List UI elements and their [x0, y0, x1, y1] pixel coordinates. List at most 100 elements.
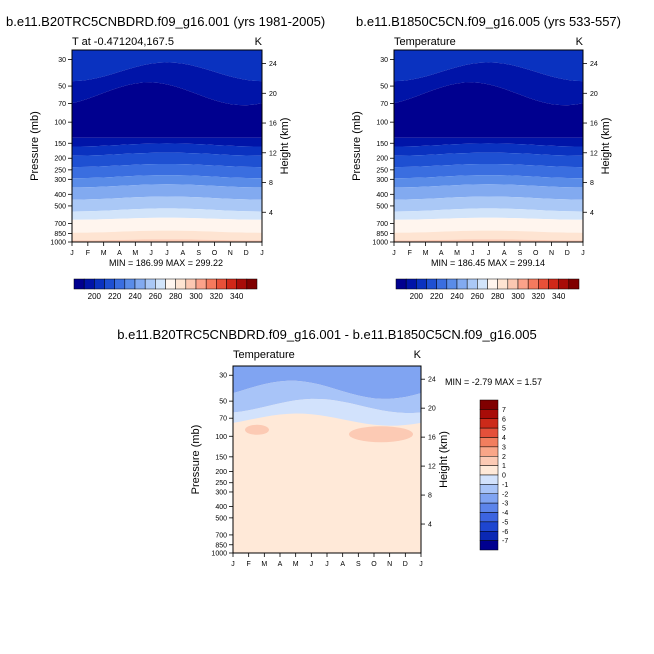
x-tick-label: M — [132, 250, 138, 257]
y-tick-label: 300 — [376, 177, 388, 184]
colorbar-swatch — [395, 278, 407, 290]
colorbar-swatch — [226, 278, 237, 290]
colorbar-label: 300 — [189, 292, 203, 301]
x-tick-label: F — [408, 250, 412, 257]
colorbar-label: 320 — [210, 292, 224, 301]
colorbar-swatch — [405, 278, 417, 290]
y-right-tick-label: 24 — [269, 61, 277, 68]
contour-band — [72, 175, 262, 188]
colorbar-swatch — [114, 278, 126, 290]
chart3-stats: MIN = -2.79 MAX = 1.57 — [445, 377, 542, 387]
x-tick-label: J — [581, 250, 585, 257]
chart3-axes: 30 50 70 100 150 200 250 300 400 500 700 850 1000 4 8 1… — [190, 373, 450, 568]
chart2-units: K — [576, 36, 584, 48]
colorbar-swatch — [479, 465, 499, 476]
contour-band — [394, 239, 583, 242]
y-right-tick-label: 20 — [269, 91, 277, 98]
x-tick-label: J — [260, 250, 264, 257]
contour-band — [72, 239, 262, 242]
y-tick-label: 500 — [54, 203, 66, 210]
y-tick-label: 100 — [376, 120, 388, 127]
colorbar-label: -1 — [502, 482, 508, 489]
colorbar-swatch — [558, 278, 570, 290]
x-tick-label: F — [86, 250, 90, 257]
chart1-subtitle: T at -0.471204,167.5 — [72, 36, 174, 48]
x-tick-label: A — [180, 250, 185, 257]
contour-band — [394, 163, 583, 179]
x-tick-label: J — [392, 250, 396, 257]
y-tick-label: 50 — [219, 399, 227, 406]
x-tick-label: M — [261, 561, 267, 568]
colorbar-label: 220 — [108, 292, 122, 301]
y-right-tick-label: 4 — [269, 210, 273, 217]
x-tick-label: D — [244, 250, 249, 257]
contour-band — [72, 137, 262, 147]
colorbar-label: 240 — [450, 292, 464, 301]
colorbar-swatch — [144, 278, 156, 290]
colorbar-swatch — [94, 278, 105, 290]
chart2-axes: 30 50 70 100 150 200 250 300 400 500 700 850 1000 4 8 1… — [351, 57, 612, 257]
colorbar-label: -5 — [502, 519, 508, 526]
colorbar-swatch — [479, 512, 499, 523]
colorbar-swatch — [416, 278, 427, 290]
chart1-plot — [71, 49, 263, 243]
y-right-tick-label: 4 — [428, 522, 432, 529]
contour-band — [394, 175, 583, 188]
colorbar-swatch — [479, 409, 499, 419]
warm-anomaly — [349, 426, 413, 443]
y-axis-right-label: Height (km) — [438, 431, 450, 488]
chart2-stats: MIN = 186.45 MAX = 299.14 — [431, 258, 545, 268]
colorbar-swatch — [134, 278, 146, 290]
x-tick-label: M — [293, 561, 299, 568]
colorbar-label: 280 — [169, 292, 183, 301]
y-tick-label: 400 — [54, 192, 66, 199]
y-tick-label: 200 — [215, 469, 227, 476]
x-tick-label: A — [502, 250, 507, 257]
chart1-axes: 30 50 70 100 150 200 250 300 400 500 700 850 1000 4 8 1… — [29, 57, 291, 257]
y-axis-label: Pressure (mb) — [29, 111, 41, 181]
colorbar-swatch — [466, 278, 478, 290]
colorbar-label: 240 — [128, 292, 142, 301]
contour-band — [394, 208, 583, 220]
colorbar-swatch — [479, 502, 499, 513]
colorbar-swatch — [216, 278, 227, 290]
contour-band — [394, 196, 583, 212]
colorbar-swatch — [479, 521, 499, 532]
colorbar-swatch — [185, 278, 197, 290]
warm-anomaly — [245, 424, 269, 435]
contour-band — [72, 62, 262, 106]
colorbar-label: 1 — [502, 463, 506, 470]
x-tick-label: J — [231, 561, 235, 568]
y-right-tick-label: 16 — [590, 121, 598, 128]
x-tick-label: O — [371, 561, 377, 568]
colorbar-label: 280 — [491, 292, 505, 301]
chart1-colorbar: 200 220 240 260 280 300 320 340 — [73, 278, 258, 301]
contour-band — [72, 163, 262, 179]
contour-band — [72, 208, 262, 220]
y-tick-label: 300 — [215, 489, 227, 496]
colorbar-swatch — [246, 278, 258, 290]
colorbar-swatch — [436, 278, 448, 290]
chart2-colorbar: 200 220 240 260 280 300 320 340 — [395, 278, 580, 301]
colorbar-swatch — [479, 484, 499, 494]
chart2-plot — [393, 49, 584, 243]
contour-band — [394, 217, 583, 233]
colorbar-swatch — [517, 278, 529, 290]
y-axis-right-label: Height (km) — [600, 118, 612, 175]
y-axis-label: Pressure (mb) — [190, 425, 202, 495]
x-tick-label: J — [487, 250, 491, 257]
x-tick-label: N — [549, 250, 554, 257]
y-tick-label: 150 — [215, 454, 227, 461]
colorbar-swatch — [479, 531, 499, 541]
y-right-tick-label: 12 — [590, 150, 598, 157]
x-tick-label: J — [471, 250, 475, 257]
y-tick-label: 100 — [54, 120, 66, 127]
y-tick-label: 1000 — [50, 240, 66, 247]
y-tick-label: 50 — [58, 84, 66, 91]
colorbar-label: 340 — [552, 292, 566, 301]
contour-band — [72, 184, 262, 200]
colorbar-label: 2 — [502, 454, 506, 461]
colorbar-swatch — [479, 474, 499, 485]
y-tick-label: 150 — [54, 141, 66, 148]
